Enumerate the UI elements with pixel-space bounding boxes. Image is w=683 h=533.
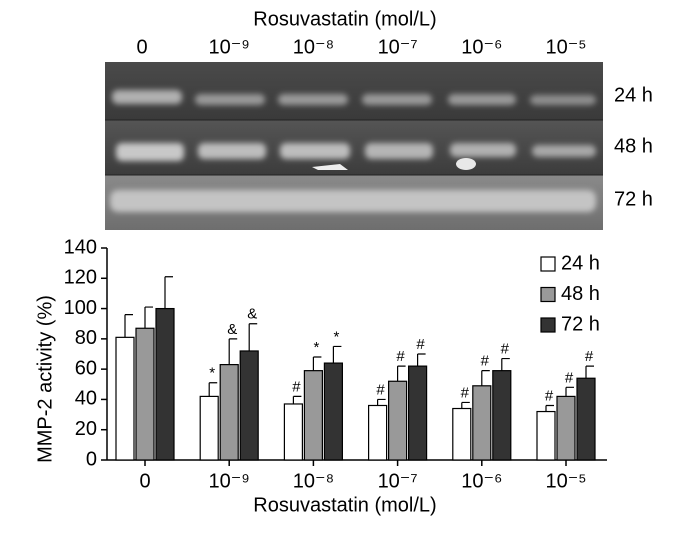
legend-swatch (540, 317, 556, 333)
bar (452, 407, 472, 461)
significance-mark: * (333, 328, 339, 345)
error-bar (292, 395, 302, 404)
x-tick-label: 10⁻⁷ (378, 470, 418, 492)
error-bar (144, 306, 153, 329)
legend-label: 48 h (561, 283, 600, 305)
significance-mark: # (396, 348, 405, 365)
bar (303, 370, 323, 461)
error-bar (585, 365, 594, 379)
gel-lane-category: 10⁻⁶ (461, 36, 502, 58)
y-tick-label: 80 (75, 327, 97, 349)
bar (219, 364, 239, 461)
bar (576, 377, 596, 461)
legend-label: 24 h (561, 252, 600, 274)
bar (556, 395, 576, 461)
error-bar (397, 365, 406, 382)
gel-lane-label: 48 h (614, 135, 653, 157)
y-tick-label: 0 (86, 448, 97, 470)
bar (388, 380, 408, 461)
y-tick-label: 140 (64, 236, 97, 258)
bar (283, 403, 303, 461)
gel-lane-label: 24 h (614, 84, 653, 106)
error-bar (461, 401, 470, 409)
x-tick-label: 10⁻⁶ (461, 470, 502, 492)
x-axis-label: Rosuvastatin (mol/L) (253, 494, 436, 516)
significance-mark: # (376, 381, 385, 398)
gel-title: Rosuvastatin (mol/L) (253, 8, 436, 30)
error-bar (248, 323, 258, 351)
significance-mark: # (416, 336, 425, 353)
gel-image (105, 62, 603, 230)
gel-lane-label: 72 h (614, 188, 653, 210)
gel-lane-category: 10⁻⁸ (293, 36, 334, 58)
error-bar (565, 386, 574, 397)
error-bar (164, 276, 173, 309)
bar (408, 365, 428, 461)
significance-mark: # (292, 378, 301, 395)
error-bar (417, 353, 426, 367)
error-bar (545, 404, 554, 412)
error-bar (228, 338, 238, 365)
bar (536, 410, 556, 461)
bar (323, 362, 343, 461)
significance-mark: # (565, 369, 574, 386)
significance-mark: # (501, 341, 510, 358)
bar (368, 404, 388, 461)
error-bar (124, 314, 133, 338)
error-bar (501, 357, 510, 371)
bar (239, 350, 259, 461)
significance-mark: * (313, 339, 319, 356)
significance-mark: # (545, 387, 554, 404)
legend-label: 72 h (561, 313, 600, 335)
bar (492, 370, 512, 461)
significance-mark: & (227, 321, 237, 338)
error-bar (312, 356, 322, 371)
gel-lane-category: 0 (136, 36, 147, 58)
bar (135, 327, 155, 461)
x-tick-label: 0 (139, 470, 150, 492)
significance-mark: & (247, 306, 257, 323)
gel-lane-category: 10⁻⁹ (209, 36, 250, 58)
x-tick-label: 10⁻⁸ (293, 470, 334, 492)
y-tick-label: 60 (75, 357, 97, 379)
y-tick-label: 120 (64, 267, 97, 289)
error-bar (332, 345, 342, 364)
y-tick-label: 100 (64, 297, 97, 319)
y-axis-label: MMP-2 activity (%) (34, 295, 56, 463)
y-tick-label: 40 (75, 388, 97, 410)
error-bar (377, 398, 386, 406)
bar (472, 385, 492, 461)
gel-lane-category: 10⁻⁵ (545, 36, 586, 58)
x-tick-label: 10⁻⁵ (545, 470, 586, 492)
significance-mark: # (585, 348, 594, 365)
significance-mark: * (209, 365, 215, 382)
legend-swatch (540, 256, 556, 272)
significance-mark: # (481, 353, 490, 370)
error-bar (481, 370, 490, 386)
bar (155, 307, 175, 461)
bar (115, 336, 135, 461)
gel-lane-category: 10⁻⁷ (378, 36, 418, 58)
x-tick-label: 10⁻⁹ (209, 470, 250, 492)
legend-swatch (540, 286, 556, 303)
bar (199, 395, 219, 461)
error-bar (208, 382, 218, 397)
y-tick-label: 20 (75, 418, 97, 440)
significance-mark: # (461, 384, 470, 401)
